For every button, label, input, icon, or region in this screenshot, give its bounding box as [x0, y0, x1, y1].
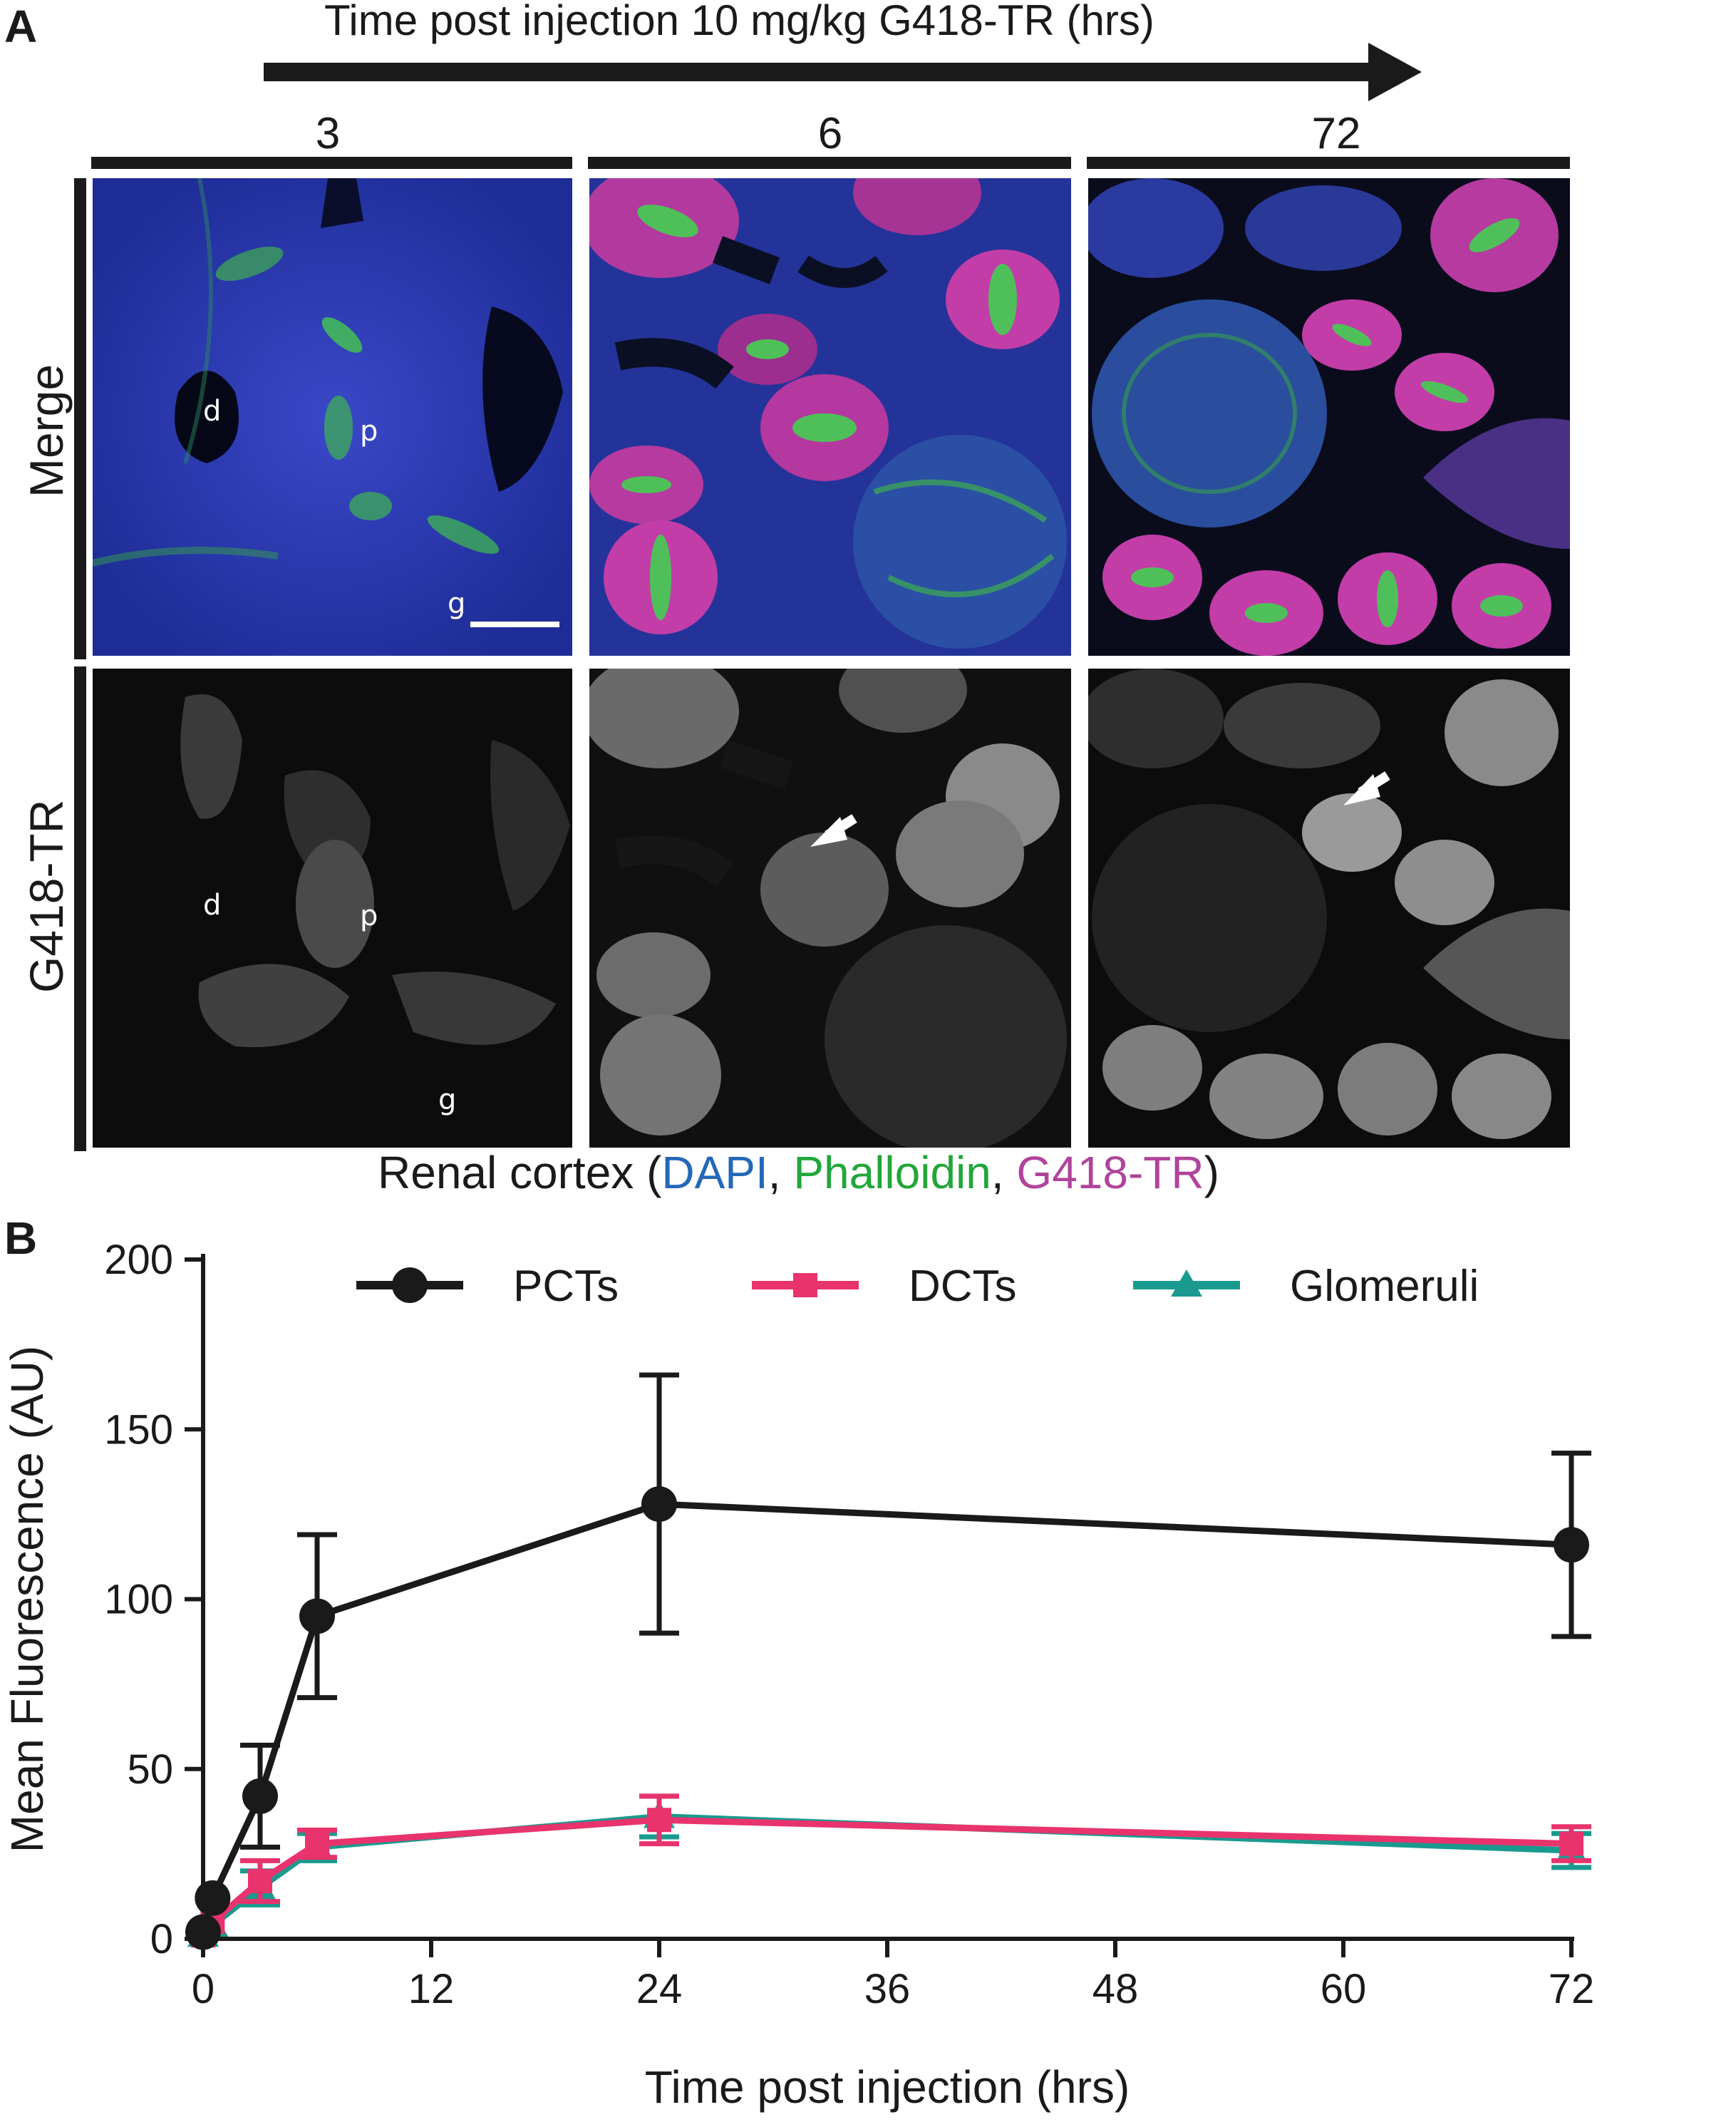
- dcts-point: [248, 1868, 272, 1893]
- legend-pcts-marker: [392, 1267, 428, 1303]
- arrow-72h: [1343, 774, 1380, 805]
- micrograph-g418-6h: [589, 669, 1071, 1148]
- cell-label-g-g418: g: [438, 1083, 456, 1116]
- x-tick-label: 36: [864, 1966, 911, 2012]
- x-tick-label: 60: [1321, 1966, 1367, 2012]
- time-label-72h: 72: [1311, 109, 1361, 158]
- cell-label-p-merge: p: [360, 415, 378, 448]
- caption-dapi: DAPI: [661, 1147, 768, 1198]
- x-tick-label: 48: [1092, 1966, 1139, 2012]
- caption-sep1: ,: [768, 1147, 794, 1198]
- column-bar-72h: [1087, 157, 1570, 169]
- time-label-3h: 3: [315, 109, 341, 158]
- x-tick-label: 0: [192, 1966, 215, 2012]
- fluorescence-chart: 0 50 100 150 200 0 12 24 36 48 60 72 Time post injec…: [1, 1237, 1595, 2113]
- time-arrow-title: Time post injection 10 mg/kg G418-TR (hr…: [324, 0, 1154, 44]
- cell-label-p-g418: p: [360, 900, 378, 932]
- micrograph-g418-72h: [1088, 669, 1570, 1148]
- caption-prefix: Renal cortex (: [378, 1147, 662, 1198]
- micrograph-merge-6h: [589, 178, 1071, 656]
- y-tick-label: 0: [150, 1916, 173, 1962]
- cell-label-d-merge: d: [203, 395, 221, 428]
- micrograph-merge-72h: [1088, 178, 1570, 656]
- dcts-point: [305, 1831, 329, 1856]
- panel-b-letter: B: [4, 1212, 38, 1264]
- pcts-point: [1554, 1527, 1589, 1563]
- y-tick-label: 200: [104, 1237, 173, 1283]
- row-bar-g418: [74, 666, 86, 1151]
- row-label-g418: G418-TR: [20, 799, 73, 993]
- time-arrow: [264, 43, 1422, 101]
- caption-g418: G418-TR: [1016, 1147, 1204, 1198]
- caption-suffix: ): [1204, 1147, 1219, 1198]
- y-tick-label: 50: [127, 1746, 173, 1793]
- legend-pcts-label: PCTs: [513, 1262, 619, 1311]
- pcts-line: [200, 1500, 1572, 1933]
- y-tick-label: 100: [104, 1577, 173, 1623]
- cell-label-g-merge: g: [448, 587, 465, 620]
- x-axis-label: Time post injection (hrs): [645, 2061, 1130, 2113]
- cell-label-d-g418: d: [203, 889, 221, 922]
- legend-glomeruli-label: Glomeruli: [1290, 1262, 1479, 1311]
- legend-glomeruli-marker: [1171, 1269, 1202, 1297]
- panel-a-letter: A: [4, 1, 38, 52]
- x-tick-label: 72: [1549, 1966, 1595, 2012]
- legend-dcts-marker: [793, 1273, 817, 1297]
- legend-dcts-label: DCTs: [909, 1262, 1017, 1311]
- pcts-point: [242, 1778, 278, 1814]
- dcts-line: [200, 1816, 1572, 1937]
- caption-sep2: ,: [991, 1147, 1017, 1198]
- micrograph-merge-3h: d p g: [93, 178, 572, 656]
- time-label-6h: 6: [817, 109, 843, 158]
- arrow-6h: [810, 817, 847, 847]
- pcts-point: [185, 1914, 221, 1950]
- column-bar-3h: [91, 157, 572, 169]
- caption-phalloidin: Phalloidin: [793, 1147, 991, 1198]
- micrograph-g418-3h: d p g: [93, 669, 572, 1148]
- dcts-point: [1559, 1831, 1583, 1856]
- pcts-point: [195, 1880, 231, 1916]
- column-bar-6h: [588, 157, 1071, 169]
- pcts-point: [641, 1486, 677, 1523]
- y-axis-label: Mean Fluorescence (AU): [1, 1346, 53, 1853]
- dcts-point: [647, 1808, 671, 1833]
- y-tick-label: 150: [104, 1406, 173, 1453]
- panel-a-caption: Renal cortex (DAPI, Phalloidin, G418-TR): [378, 1146, 1219, 1199]
- row-label-merge: Merge: [20, 364, 73, 498]
- pcts-point: [299, 1598, 335, 1634]
- x-tick-label: 12: [408, 1966, 455, 2012]
- row-bar-merge: [74, 178, 86, 659]
- scale-bar: [470, 622, 559, 627]
- x-tick-label: 24: [636, 1966, 683, 2012]
